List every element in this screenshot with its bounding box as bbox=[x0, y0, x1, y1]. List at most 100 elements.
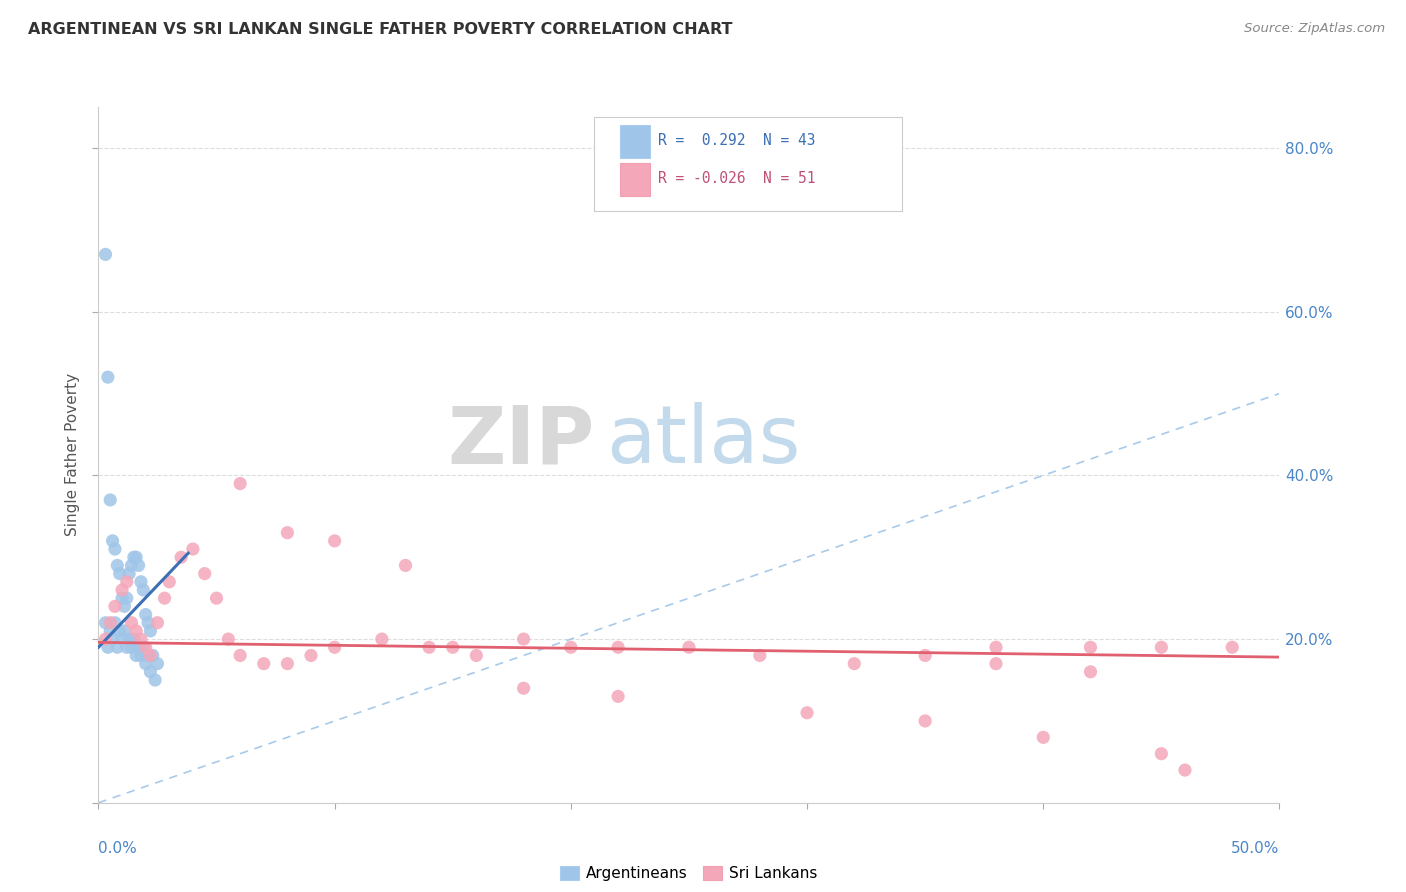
Point bbox=[146, 615, 169, 630]
Point bbox=[914, 714, 936, 728]
Text: atlas: atlas bbox=[606, 402, 800, 480]
Point bbox=[1032, 731, 1054, 745]
Point bbox=[122, 632, 145, 646]
Point bbox=[276, 525, 298, 540]
Point bbox=[98, 624, 121, 638]
Point bbox=[105, 640, 128, 655]
Point bbox=[97, 640, 120, 655]
Point bbox=[153, 591, 176, 606]
Point bbox=[111, 632, 134, 646]
Point bbox=[441, 640, 464, 655]
Point bbox=[132, 582, 155, 597]
Point bbox=[229, 648, 252, 663]
Point bbox=[371, 632, 394, 646]
Text: Source: ZipAtlas.com: Source: ZipAtlas.com bbox=[1244, 22, 1385, 36]
FancyBboxPatch shape bbox=[620, 163, 650, 196]
Point bbox=[98, 615, 121, 630]
Text: ARGENTINEAN VS SRI LANKAN SINGLE FATHER POVERTY CORRELATION CHART: ARGENTINEAN VS SRI LANKAN SINGLE FATHER … bbox=[28, 22, 733, 37]
Point bbox=[118, 566, 141, 581]
Text: 0.0%: 0.0% bbox=[98, 841, 138, 856]
Point bbox=[112, 599, 135, 614]
Point bbox=[984, 657, 1007, 671]
Point bbox=[132, 640, 155, 655]
Point bbox=[229, 476, 252, 491]
Point bbox=[1220, 640, 1243, 655]
Point bbox=[217, 632, 239, 646]
Point bbox=[118, 632, 141, 646]
Point bbox=[129, 648, 152, 663]
Point bbox=[121, 640, 143, 655]
Point bbox=[607, 640, 630, 655]
Text: R = -0.026  N = 51: R = -0.026 N = 51 bbox=[658, 171, 815, 186]
Point bbox=[146, 657, 169, 671]
Point bbox=[914, 648, 936, 663]
Point bbox=[1080, 640, 1102, 655]
FancyBboxPatch shape bbox=[595, 118, 901, 211]
Point bbox=[1150, 640, 1173, 655]
FancyBboxPatch shape bbox=[620, 125, 650, 158]
Point bbox=[125, 624, 148, 638]
Text: ZIP: ZIP bbox=[447, 402, 595, 480]
Point bbox=[104, 615, 127, 630]
Point bbox=[796, 706, 818, 720]
Point bbox=[139, 648, 162, 663]
Point bbox=[299, 648, 322, 663]
Text: R =  0.292  N = 43: R = 0.292 N = 43 bbox=[658, 133, 815, 148]
Point bbox=[323, 640, 346, 655]
Point bbox=[97, 370, 120, 384]
Point bbox=[139, 665, 162, 679]
Point bbox=[115, 591, 138, 606]
Point bbox=[560, 640, 582, 655]
Point bbox=[157, 574, 180, 589]
Point bbox=[136, 648, 159, 663]
Point bbox=[135, 607, 157, 622]
Point bbox=[844, 657, 866, 671]
Legend: Argentineans, Sri Lankans: Argentineans, Sri Lankans bbox=[555, 862, 823, 886]
Point bbox=[115, 640, 138, 655]
Point bbox=[98, 492, 121, 507]
Point bbox=[128, 640, 150, 655]
Point bbox=[136, 615, 159, 630]
Point bbox=[105, 558, 128, 573]
Point bbox=[418, 640, 440, 655]
Point bbox=[94, 615, 117, 630]
Point bbox=[135, 657, 157, 671]
Point bbox=[678, 640, 700, 655]
Point bbox=[181, 542, 204, 557]
Point bbox=[205, 591, 228, 606]
Point bbox=[121, 558, 143, 573]
Point bbox=[465, 648, 488, 663]
Point bbox=[194, 566, 217, 581]
Point bbox=[512, 632, 534, 646]
Point bbox=[607, 690, 630, 704]
Point bbox=[512, 681, 534, 696]
Point bbox=[104, 599, 127, 614]
Point bbox=[323, 533, 346, 548]
Point bbox=[104, 542, 127, 557]
Point bbox=[112, 624, 135, 638]
Point bbox=[748, 648, 770, 663]
Point bbox=[94, 632, 117, 646]
Point bbox=[121, 615, 143, 630]
Point bbox=[125, 648, 148, 663]
Point bbox=[276, 657, 298, 671]
Point bbox=[94, 247, 117, 261]
Point bbox=[135, 640, 157, 655]
Point bbox=[111, 582, 134, 597]
Text: 50.0%: 50.0% bbox=[1232, 841, 1279, 856]
Point bbox=[101, 632, 124, 646]
Point bbox=[253, 657, 276, 671]
Point bbox=[129, 632, 152, 646]
Point bbox=[142, 648, 165, 663]
Point bbox=[108, 566, 131, 581]
Y-axis label: Single Father Poverty: Single Father Poverty bbox=[65, 374, 80, 536]
Point bbox=[139, 624, 162, 638]
Point bbox=[101, 533, 124, 548]
Point bbox=[129, 574, 152, 589]
Point bbox=[143, 673, 166, 687]
Point bbox=[1150, 747, 1173, 761]
Point bbox=[111, 591, 134, 606]
Point bbox=[984, 640, 1007, 655]
Point bbox=[108, 624, 131, 638]
Point bbox=[1080, 665, 1102, 679]
